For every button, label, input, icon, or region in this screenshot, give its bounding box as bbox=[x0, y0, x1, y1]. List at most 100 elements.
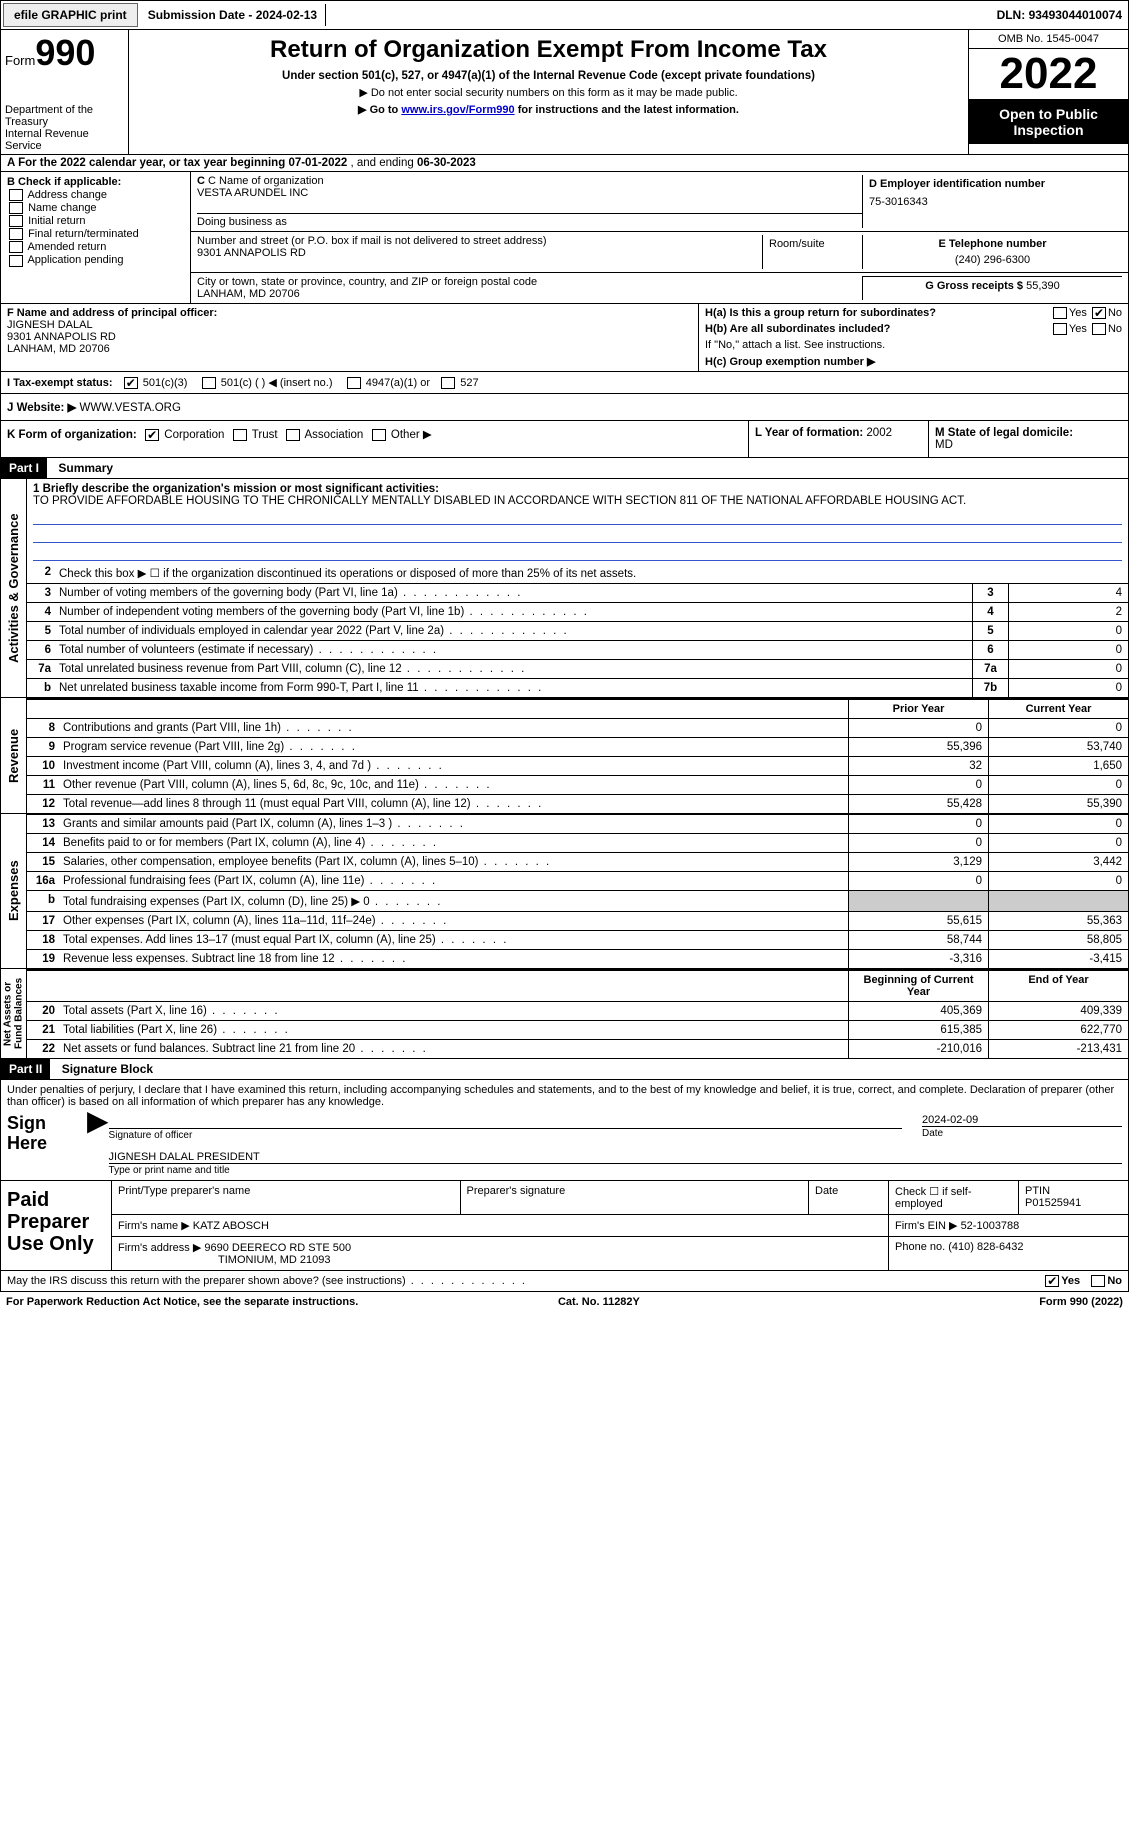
h-c: H(c) Group exemption number ▶ bbox=[705, 355, 1122, 368]
addr-value: 9301 ANNAPOLIS RD bbox=[197, 247, 762, 259]
dept-treasury: Department of the Treasury Internal Reve… bbox=[5, 104, 124, 152]
sig-arrow-icon: ▶ bbox=[87, 1114, 109, 1176]
efile-print-button[interactable]: efile GRAPHIC print bbox=[3, 3, 138, 27]
tax-year: 2022 bbox=[969, 49, 1128, 100]
paid-preparer-block: Paid Preparer Use Only Print/Type prepar… bbox=[0, 1181, 1129, 1271]
discuss-preparer-row: May the IRS discuss this return with the… bbox=[0, 1271, 1129, 1292]
prep-sig-hdr: Preparer's signature bbox=[460, 1181, 809, 1214]
data-line: 10Investment income (Part VIII, column (… bbox=[27, 756, 1128, 775]
check-address-change[interactable]: Address change bbox=[7, 189, 184, 201]
check-assoc[interactable] bbox=[286, 429, 300, 441]
jurat-text: Under penalties of perjury, I declare th… bbox=[7, 1084, 1122, 1108]
prep-selfemp: Check ☐ if self-employed bbox=[888, 1181, 1018, 1214]
form-header: Form990 Department of the Treasury Inter… bbox=[0, 30, 1129, 155]
omb-number: OMB No. 1545-0047 bbox=[969, 30, 1128, 49]
vlabel-revenue: Revenue bbox=[1, 698, 27, 813]
dln: DLN: 93493044010074 bbox=[991, 4, 1128, 26]
officer-addr2: LANHAM, MD 20706 bbox=[7, 343, 110, 355]
data-line: 21Total liabilities (Part X, line 26)615… bbox=[27, 1020, 1128, 1039]
gross-value: 55,390 bbox=[1026, 280, 1060, 292]
check-other[interactable] bbox=[372, 429, 386, 441]
data-line: 17Other expenses (Part IX, column (A), l… bbox=[27, 911, 1128, 930]
firm-phone: Phone no. (410) 828-6432 bbox=[888, 1237, 1128, 1270]
vlabel-expenses: Expenses bbox=[1, 814, 27, 968]
net-col-headers: Beginning of Current Year End of Year bbox=[27, 969, 1128, 1001]
sig-date-label: Date bbox=[922, 1126, 1122, 1139]
subtitle-1: Under section 501(c), 527, or 4947(a)(1)… bbox=[135, 70, 962, 82]
data-line: 8Contributions and grants (Part VIII, li… bbox=[27, 718, 1128, 737]
vlabel-netassets: Net Assets or Fund Balances bbox=[1, 969, 27, 1058]
summary-line: 7aTotal unrelated business revenue from … bbox=[27, 659, 1128, 678]
check-501c[interactable] bbox=[202, 377, 216, 389]
d-ein-label: D Employer identification number bbox=[869, 178, 1116, 190]
row-i-tax-status: I Tax-exempt status: 501(c)(3) 501(c) ( … bbox=[0, 372, 1129, 394]
firm-ein: Firm's EIN ▶ 52-1003788 bbox=[888, 1215, 1128, 1236]
row-a-tax-year: A For the 2022 calendar year, or tax yea… bbox=[0, 155, 1129, 172]
col-b-checkboxes: B Check if applicable: Address change Na… bbox=[1, 172, 191, 303]
prep-ptin: PTINP01525941 bbox=[1018, 1181, 1128, 1214]
summary-line: 4Number of independent voting members of… bbox=[27, 602, 1128, 621]
discuss-no[interactable] bbox=[1091, 1275, 1105, 1287]
sign-here-label: Sign Here bbox=[7, 1114, 87, 1176]
check-app-pending[interactable]: Application pending bbox=[7, 254, 184, 266]
irs-link[interactable]: www.irs.gov/Form990 bbox=[401, 104, 514, 116]
prep-date-hdr: Date bbox=[808, 1181, 888, 1214]
summary-line: 6Total number of volunteers (estimate if… bbox=[27, 640, 1128, 659]
part-i-header: Part I Summary bbox=[0, 458, 1129, 479]
paid-preparer-label: Paid Preparer Use Only bbox=[1, 1181, 111, 1270]
data-line: 22Net assets or fund balances. Subtract … bbox=[27, 1039, 1128, 1058]
mission-block: 1 Briefly describe the organization's mi… bbox=[27, 479, 1128, 563]
row-f-h: F Name and address of principal officer:… bbox=[0, 303, 1129, 372]
subtitle-2: ▶ Do not enter social security numbers o… bbox=[135, 86, 962, 99]
firm-name: Firm's name ▶ KATZ ABOSCH bbox=[111, 1215, 888, 1236]
phone-value: (240) 296-6300 bbox=[869, 254, 1116, 266]
check-4947[interactable] bbox=[347, 377, 361, 389]
footer-line: For Paperwork Reduction Act Notice, see … bbox=[0, 1292, 1129, 1312]
sig-officer-line: Signature of officer bbox=[109, 1128, 902, 1141]
signature-block: Under penalties of perjury, I declare th… bbox=[0, 1080, 1129, 1181]
h-note: If "No," attach a list. See instructions… bbox=[705, 339, 1122, 351]
firm-addr: Firm's address ▶ 9690 DEERECO RD STE 500… bbox=[111, 1237, 888, 1270]
data-line: 19Revenue less expenses. Subtract line 1… bbox=[27, 949, 1128, 968]
summary-line: 3Number of voting members of the governi… bbox=[27, 583, 1128, 602]
org-name: VESTA ARUNDEL INC bbox=[197, 187, 862, 199]
row-k-l-m: K Form of organization: Corporation Trus… bbox=[0, 421, 1129, 458]
check-corp[interactable] bbox=[145, 429, 159, 441]
check-name-change[interactable]: Name change bbox=[7, 202, 184, 214]
m-state-domicile: M State of legal domicile:MD bbox=[928, 421, 1128, 457]
data-line: 12Total revenue—add lines 8 through 11 (… bbox=[27, 794, 1128, 813]
e-phone-label: E Telephone number bbox=[869, 238, 1116, 250]
vlabel-governance: Activities & Governance bbox=[1, 479, 27, 697]
f-label: F Name and address of principal officer: bbox=[7, 307, 217, 319]
city-value: LANHAM, MD 20706 bbox=[197, 288, 862, 300]
officer-addr1: 9301 ANNAPOLIS RD bbox=[7, 331, 116, 343]
summary-line: 2Check this box ▶ ☐ if the organization … bbox=[27, 563, 1128, 583]
g-gross-label: G Gross receipts $ bbox=[925, 280, 1026, 292]
summary-line: bNet unrelated business taxable income f… bbox=[27, 678, 1128, 697]
discuss-yes[interactable] bbox=[1045, 1275, 1059, 1287]
check-527[interactable] bbox=[441, 377, 455, 389]
open-to-public: Open to Public Inspection bbox=[969, 100, 1128, 144]
summary-netassets: Net Assets or Fund Balances Beginning of… bbox=[0, 969, 1129, 1059]
data-line: 13Grants and similar amounts paid (Part … bbox=[27, 814, 1128, 833]
check-initial-return[interactable]: Initial return bbox=[7, 215, 184, 227]
data-line: 16aProfessional fundraising fees (Part I… bbox=[27, 871, 1128, 890]
summary-expenses: Expenses 13Grants and similar amounts pa… bbox=[0, 814, 1129, 969]
check-amended[interactable]: Amended return bbox=[7, 241, 184, 253]
h-b: H(b) Are all subordinates included? Yes … bbox=[705, 323, 1122, 335]
check-final-return[interactable]: Final return/terminated bbox=[7, 228, 184, 240]
check-trust[interactable] bbox=[233, 429, 247, 441]
check-501c3[interactable] bbox=[124, 377, 138, 389]
data-line: 11Other revenue (Part VIII, column (A), … bbox=[27, 775, 1128, 794]
dba-label: Doing business as bbox=[197, 213, 862, 228]
row-j-website: J Website: ▶ WWW.VESTA.ORG bbox=[0, 394, 1129, 421]
prep-name-hdr: Print/Type preparer's name bbox=[111, 1181, 460, 1214]
rev-col-headers: Prior Year Current Year bbox=[27, 698, 1128, 718]
subtitle-3: ▶ Go to www.irs.gov/Form990 for instruct… bbox=[135, 103, 962, 116]
c-name-label: C C Name of organization bbox=[197, 175, 862, 187]
ein-value: 75-3016343 bbox=[869, 196, 1116, 208]
data-line: 18Total expenses. Add lines 13–17 (must … bbox=[27, 930, 1128, 949]
form-title: Return of Organization Exempt From Incom… bbox=[135, 36, 962, 64]
h-a: H(a) Is this a group return for subordin… bbox=[705, 307, 1122, 319]
data-line: bTotal fundraising expenses (Part IX, co… bbox=[27, 890, 1128, 911]
